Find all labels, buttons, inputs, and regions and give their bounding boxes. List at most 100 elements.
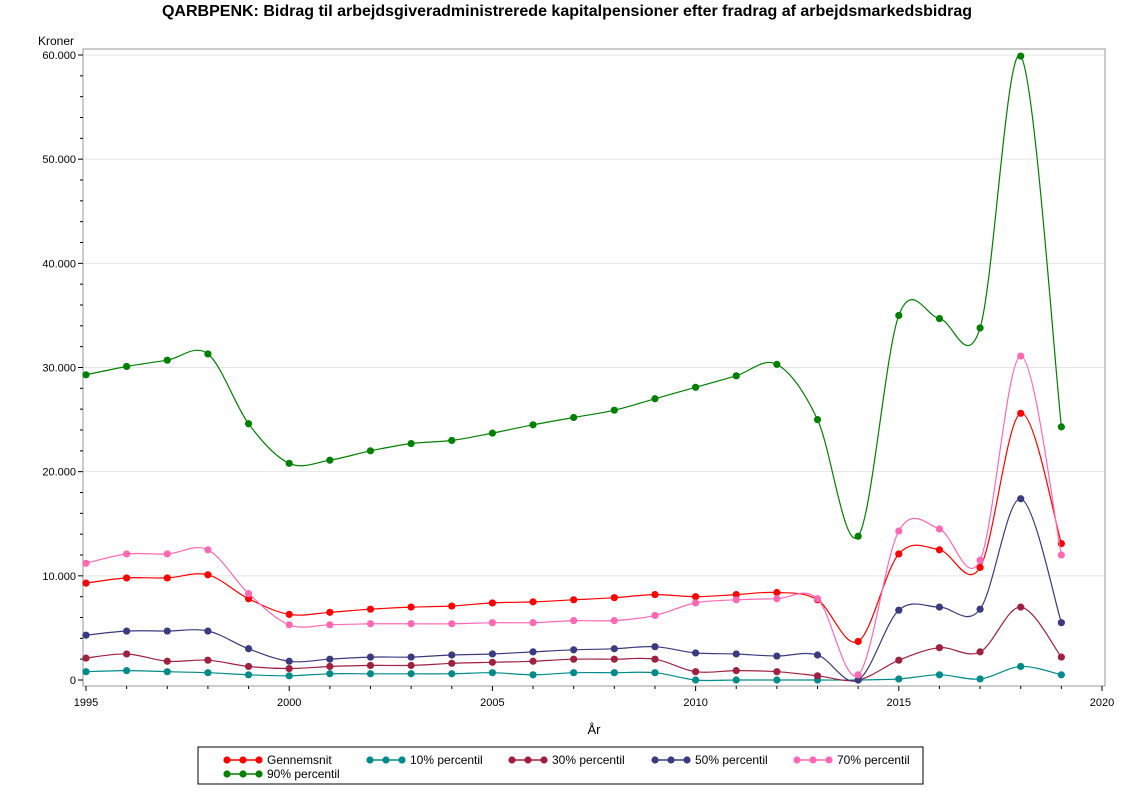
data-point [935, 525, 944, 533]
series-line [85, 355, 1062, 677]
data-point [204, 571, 212, 579]
series-line [85, 54, 1062, 539]
legend-swatch-marker [508, 756, 516, 764]
data-point [244, 671, 253, 679]
data-point [692, 668, 700, 676]
legend-swatch-marker [683, 756, 691, 764]
data-point [1057, 653, 1065, 661]
data-point [123, 627, 131, 635]
data-point [732, 650, 740, 658]
data-point [163, 627, 171, 635]
series-4 [82, 352, 1065, 679]
legend-swatch-marker [524, 756, 532, 764]
legend-items: Gennemsnit 10% percentil 30% percentil 50% … [223, 753, 910, 781]
data-point [163, 668, 171, 676]
data-point [123, 550, 131, 558]
series-5 [82, 52, 1065, 540]
data-point [326, 456, 334, 464]
data-point [732, 676, 740, 684]
data-point [1017, 52, 1025, 60]
data-point [935, 644, 944, 652]
data-point [488, 429, 496, 437]
data-point [82, 668, 90, 676]
data-point [692, 676, 700, 684]
data-point [692, 649, 700, 657]
data-point [285, 657, 293, 665]
series-0 [82, 409, 1065, 646]
data-point [366, 620, 375, 628]
x-tick-label: 2010 [683, 697, 707, 709]
data-point [570, 669, 578, 677]
series-2 [82, 603, 1065, 684]
data-point [651, 590, 659, 599]
data-point [82, 654, 90, 662]
data-point [570, 413, 578, 422]
data-point [935, 314, 944, 323]
legend-swatch-marker [667, 756, 675, 764]
legend-swatch-marker [223, 770, 231, 778]
legend-item: 70% percentil [793, 753, 910, 767]
legend-item: 10% percentil [366, 753, 483, 767]
data-point [407, 661, 415, 670]
series-3 [82, 495, 1065, 684]
data-point [976, 556, 984, 564]
data-point [813, 651, 822, 659]
data-point [448, 651, 456, 659]
data-point [854, 676, 862, 684]
data-point [285, 672, 293, 680]
data-point [244, 662, 253, 671]
data-point [895, 527, 903, 535]
data-point [163, 574, 171, 582]
data-point [82, 559, 90, 567]
data-point [82, 579, 90, 587]
legend-label: 70% percentil [837, 753, 910, 767]
x-tick-label: 2020 [1090, 697, 1114, 709]
data-point [732, 590, 740, 599]
data-point [854, 532, 862, 540]
data-point [163, 356, 171, 364]
legend-label: 90% percentil [267, 767, 340, 781]
y-tick-label: 60.000 [42, 50, 76, 62]
data-point [651, 611, 659, 620]
data-point [935, 671, 944, 679]
data-point [407, 603, 415, 611]
data-point [692, 599, 700, 607]
data-point [610, 669, 618, 677]
data-point [407, 439, 415, 448]
data-point [448, 436, 456, 445]
data-point [326, 662, 334, 671]
data-point [570, 596, 578, 604]
data-point [813, 415, 822, 424]
data-point [407, 620, 415, 628]
data-point [82, 631, 90, 639]
data-point [123, 362, 131, 371]
data-point [895, 550, 903, 558]
data-point [529, 619, 537, 627]
data-point [448, 659, 456, 667]
data-point [773, 652, 781, 660]
legend-item: Gennemsnit [223, 753, 332, 767]
data-point [1017, 352, 1025, 360]
series-1 [82, 662, 1065, 684]
data-point [773, 668, 781, 676]
data-point [366, 670, 375, 678]
data-point [204, 546, 212, 554]
x-tick-label: 2015 [887, 697, 911, 709]
data-point [366, 447, 375, 455]
y-tick-label: 50.000 [42, 154, 76, 166]
data-point [610, 594, 618, 602]
data-point [935, 546, 944, 554]
x-axis-label: År [588, 722, 602, 737]
data-point [651, 643, 659, 651]
data-point [610, 645, 618, 653]
data-point [976, 563, 984, 572]
data-point [123, 667, 131, 675]
data-point [895, 311, 903, 320]
legend-swatch-marker [382, 756, 390, 764]
legend-swatch-marker [540, 756, 548, 764]
data-point [204, 350, 212, 358]
data-point [488, 650, 496, 658]
data-point [244, 595, 253, 603]
y-axis-label: Kroner [38, 34, 74, 48]
data-point [692, 593, 700, 601]
